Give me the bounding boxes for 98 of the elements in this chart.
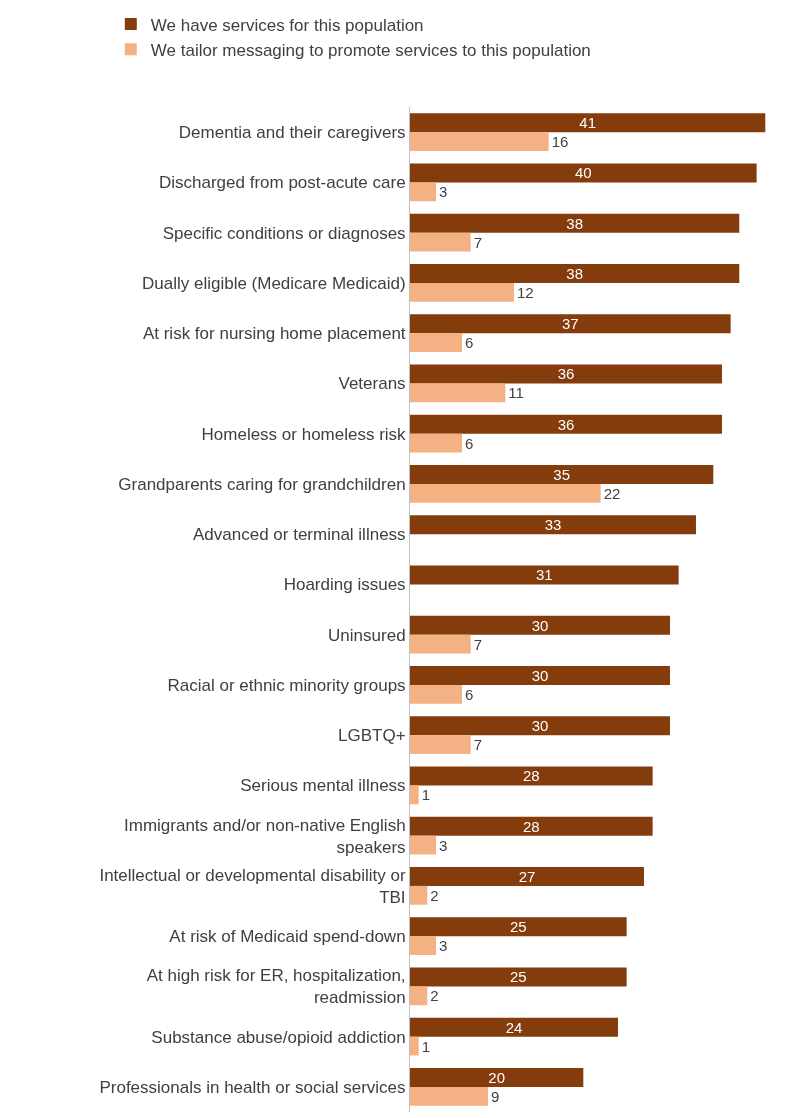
data-label: 3 — [439, 836, 448, 854]
bar — [410, 936, 436, 955]
bar — [410, 634, 471, 654]
y-tick-label: Intellectual or developmental disability or TBI — [99, 865, 406, 907]
bar — [410, 735, 471, 754]
bar — [410, 615, 670, 635]
y-tick-label: Hoarding issues — [283, 575, 406, 595]
bar — [410, 1036, 419, 1056]
bar — [410, 565, 679, 585]
bar — [410, 182, 436, 202]
y-tick-label: At risk for nursing home placement — [142, 324, 406, 344]
y-tick-label: Dementia and their caregivers — [178, 123, 406, 143]
y-tick-label: Veterans — [338, 374, 406, 394]
bar — [410, 465, 714, 484]
y-tick-label: Specific conditions or diagnoses — [162, 223, 406, 243]
bar — [410, 232, 471, 252]
bar — [410, 666, 670, 685]
data-label: 37 — [561, 315, 579, 333]
data-label: 16 — [551, 133, 569, 151]
bar — [410, 132, 549, 151]
y-tick-label: Grandparents caring for grandchildren — [118, 474, 406, 494]
bar — [410, 163, 757, 183]
data-label: 41 — [579, 114, 596, 132]
data-label: 27 — [518, 867, 536, 885]
y-tick-label: Immigrants and/or non-native English speakers — [124, 815, 406, 857]
data-label: 30 — [531, 616, 549, 634]
data-label: 30 — [531, 666, 549, 684]
y-tick-label: Advanced or terminal illness — [192, 525, 406, 545]
data-label: 7 — [473, 233, 482, 251]
bar — [410, 967, 627, 987]
y-tick-label: Homeless or homeless risk — [201, 424, 407, 444]
bar — [410, 1017, 618, 1037]
data-label: 12 — [516, 283, 534, 301]
bar — [410, 1068, 584, 1087]
data-label: 7 — [473, 736, 482, 754]
bar — [410, 867, 644, 886]
bar — [410, 785, 419, 805]
y-tick-label: Dually eligible (Medicare Medicaid) — [141, 273, 406, 293]
legend-label: We tailor messaging to promote services to this population — [150, 40, 591, 60]
data-label: 28 — [522, 817, 540, 835]
data-label: 24 — [505, 1018, 523, 1036]
bar — [410, 515, 696, 535]
data-label: 2 — [430, 886, 439, 904]
y-tick-label: LGBTQ+ — [338, 726, 406, 746]
bar — [410, 1086, 488, 1106]
bar — [410, 333, 462, 352]
y-tick-label: Racial or ethnic minority groups — [167, 675, 406, 695]
data-label: 31 — [535, 566, 553, 584]
y-tick-label: Professionals in health or social services — [99, 1077, 406, 1097]
data-label: 6 — [465, 434, 474, 452]
y-tick-label: At risk of Medicaid spend-down — [169, 927, 406, 947]
legend-label: We have services for this population — [150, 15, 424, 35]
data-label: 38 — [566, 214, 583, 232]
bar — [410, 986, 428, 1006]
bar — [410, 282, 514, 302]
data-label: 36 — [557, 365, 575, 383]
bar — [410, 885, 428, 905]
bar — [410, 816, 653, 836]
data-label: 36 — [557, 415, 575, 433]
bar — [410, 716, 670, 736]
data-label: 33 — [544, 516, 562, 534]
data-label: 20 — [488, 1068, 505, 1086]
bar — [410, 113, 766, 133]
bar — [410, 766, 653, 786]
data-label: 1 — [421, 786, 431, 804]
bar — [410, 213, 740, 233]
bar — [410, 433, 462, 453]
data-label: 9 — [490, 1087, 500, 1105]
data-label: 28 — [522, 767, 540, 785]
data-label: 30 — [531, 717, 549, 735]
data-label: 25 — [509, 968, 527, 986]
y-tick-label: Substance abuse/opioid addiction — [151, 1027, 406, 1047]
data-label: 38 — [566, 264, 583, 282]
y-tick-label: At high risk for ER, hospitalization, readmission — [146, 966, 406, 1008]
data-label: 3 — [439, 937, 448, 955]
data-label: 1 — [421, 1037, 431, 1055]
data-label: 7 — [473, 635, 482, 653]
data-label: 11 — [508, 384, 524, 402]
data-label: 3 — [439, 183, 448, 201]
bar — [410, 364, 722, 384]
data-label: 6 — [465, 334, 474, 352]
data-label: 25 — [509, 918, 527, 936]
bar — [410, 483, 601, 503]
bar — [410, 835, 436, 855]
data-label: 40 — [574, 164, 592, 182]
bar — [410, 264, 740, 283]
bar — [410, 684, 462, 704]
data-label: 22 — [603, 484, 621, 502]
data-label: 35 — [553, 465, 570, 483]
y-tick-label: Uninsured — [328, 625, 406, 645]
data-label: 2 — [430, 987, 439, 1005]
bar — [410, 383, 506, 403]
bar — [410, 314, 731, 334]
y-tick-label: Serious mental illness — [240, 776, 406, 796]
data-label: 6 — [465, 685, 474, 703]
bar — [410, 917, 627, 937]
y-tick-label: Discharged from post-acute care — [158, 173, 406, 193]
bar — [410, 414, 722, 434]
